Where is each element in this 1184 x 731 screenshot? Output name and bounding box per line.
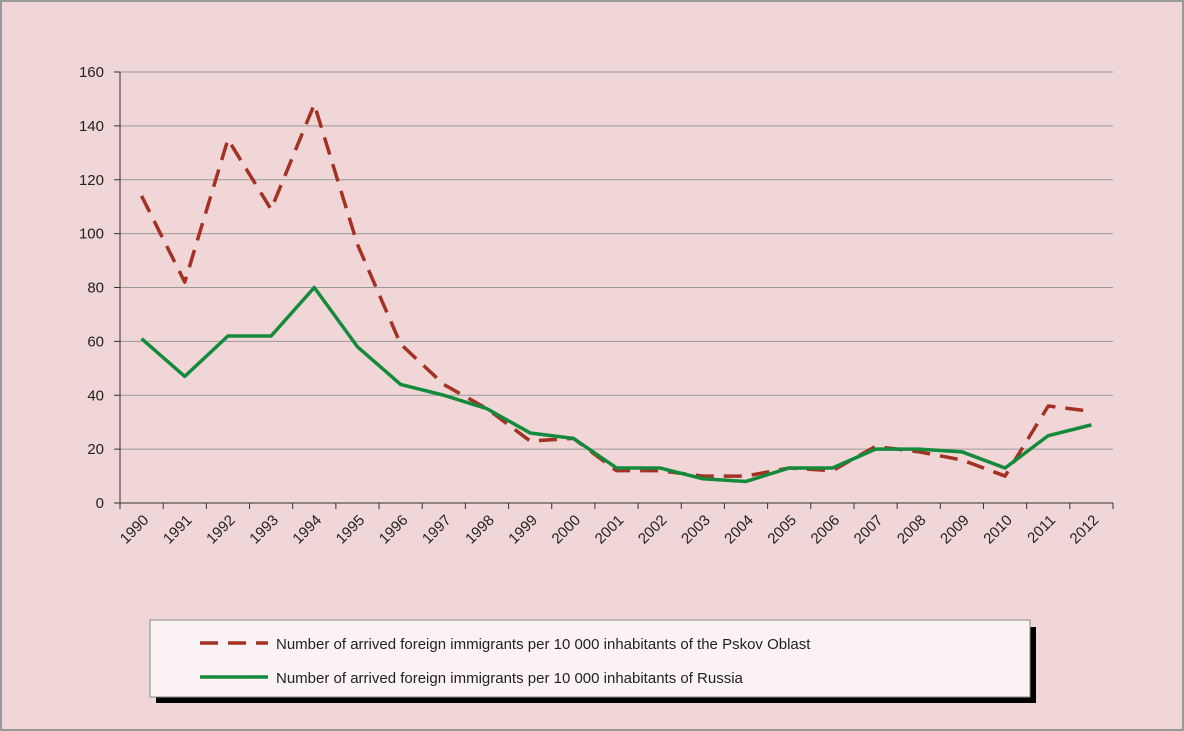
y-tick-label: 100 [79,226,104,243]
y-tick-label: 120 [79,172,104,189]
y-tick-label: 160 [79,64,104,81]
series-line [140,285,1092,484]
y-tick-label: 140 [79,118,104,135]
y-tick-label: 80 [87,280,104,297]
y-tick-label: 20 [87,441,104,458]
y-tick-label: 0 [96,495,104,512]
series-line [140,102,1092,478]
y-tick-label: 60 [87,333,104,350]
legend-box [149,619,1031,698]
y-tick-label: 40 [87,387,104,404]
legend-label: Number of arrived foreign immigrants per… [276,636,811,653]
legend-label: Number of arrived foreign immigrants per… [276,670,744,687]
